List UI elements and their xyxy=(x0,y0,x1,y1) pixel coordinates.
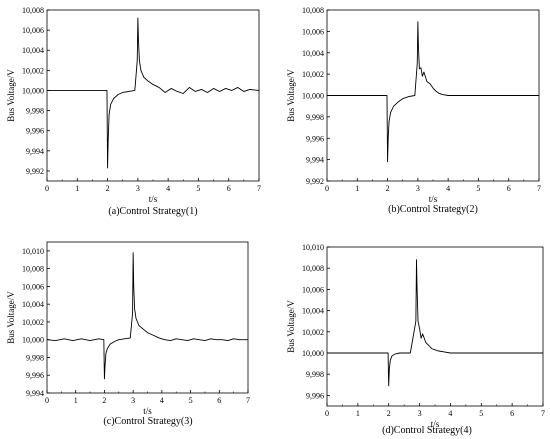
chart-caption-b: (b)Control Strategy(2) xyxy=(388,204,478,215)
chart-caption-a: (a)Control Strategy(1) xyxy=(108,206,198,217)
y-tick-label: 9,992 xyxy=(26,167,44,176)
chart-panel-b: 0 1 2 3 4 5 6 7 9,992 9,994 9,996 9,998 10,000 10,002… xyxy=(275,0,550,220)
y-tick-label: 10,000 xyxy=(302,349,324,358)
x-tick-label: 7 xyxy=(541,409,545,418)
chart-panel-c: 0 1 2 3 4 5 6 7 9,994 9,996 9,998 10,000 10,002 10,00… xyxy=(0,220,275,439)
y-tick-label: 9,998 xyxy=(26,353,44,362)
y-tick-label: 9,998 xyxy=(306,370,324,379)
x-tick-label: 4 xyxy=(448,409,452,418)
x-axis-title: t/s xyxy=(429,194,438,204)
x-tick-label: 6 xyxy=(227,184,231,193)
chart-caption-c: (c)Control Strategy(3) xyxy=(103,416,193,427)
x-tick-label: 0 xyxy=(325,409,329,418)
y-tick-label: 9,996 xyxy=(26,127,44,136)
y-tick-label: 9,994 xyxy=(26,389,44,398)
chart-svg-c: 0 1 2 3 4 5 6 7 9,994 9,996 9,998 10,000 10,002 10,00… xyxy=(6,241,250,416)
chart-svg-d: 0 1 2 3 4 5 6 7 9,996 9,998 10,000 10,002 10,004 10,0… xyxy=(286,243,545,429)
x-tick-label: 6 xyxy=(507,184,511,193)
x-axis-title: t/s xyxy=(149,194,158,204)
x-tick-label: 0 xyxy=(325,184,329,193)
y-tick-label: 9,992 xyxy=(306,177,324,186)
series-line xyxy=(327,21,539,163)
y-tick-label: 9,996 xyxy=(26,371,44,380)
y-tick-label: 10,004 xyxy=(302,49,324,58)
chart-svg-a: 0 1 2 3 4 5 6 7 9,992 9,994 9,996 9,998 10,000 10,002… xyxy=(6,6,261,204)
y-tick-label: 10,004 xyxy=(22,46,44,55)
x-axis-title: t/s xyxy=(431,419,440,429)
x-tick-label: 3 xyxy=(418,409,422,418)
y-axis-title: Bus Voltage/V xyxy=(6,69,16,122)
x-tick-label: 5 xyxy=(476,184,480,193)
x-tick-label: 0 xyxy=(45,184,49,193)
x-tick-label: 0 xyxy=(45,396,49,405)
y-axis-title: Bus Voltage/V xyxy=(6,291,16,344)
y-tick-label: 10,000 xyxy=(302,92,324,101)
x-tick-label: 4 xyxy=(166,184,170,193)
plot-frame xyxy=(46,9,260,182)
y-tick-label: 10,004 xyxy=(302,307,324,316)
chart-svg-b: 0 1 2 3 4 5 6 7 9,992 9,994 9,996 9,998 10,000 10,002… xyxy=(286,6,541,204)
x-tick-label: 6 xyxy=(510,409,514,418)
x-tick-label: 1 xyxy=(74,396,78,405)
y-tick-label: 10,008 xyxy=(302,264,324,273)
x-tick-label: 5 xyxy=(196,184,200,193)
x-tick-label: 3 xyxy=(131,396,135,405)
x-tick-label: 1 xyxy=(355,184,359,193)
y-tick-label: 10,010 xyxy=(22,247,44,256)
series-line xyxy=(47,17,260,169)
x-tick-label: 2 xyxy=(387,409,391,418)
y-tick-label: 9,996 xyxy=(306,391,324,400)
x-tick-label: 7 xyxy=(246,396,250,405)
chart-caption-d: (d)Control Strategy(4) xyxy=(382,425,472,436)
y-tick-label: 10,006 xyxy=(302,27,324,36)
y-tick-label: 10,008 xyxy=(22,6,44,15)
y-axis-title: Bus Voltage/V xyxy=(286,69,296,122)
x-tick-label: 5 xyxy=(479,409,483,418)
y-tick-label: 10,002 xyxy=(302,70,324,79)
y-tick-label: 10,002 xyxy=(22,66,44,75)
y-tick-label: 10,004 xyxy=(22,300,44,309)
y-tick-label: 10,006 xyxy=(22,282,44,291)
y-tick-label: 10,008 xyxy=(22,265,44,274)
x-tick-label: 6 xyxy=(217,396,221,405)
y-tick-label: 9,996 xyxy=(306,134,324,143)
x-tick-label: 5 xyxy=(189,396,193,405)
y-tick-label: 10,008 xyxy=(302,6,324,15)
y-tick-label: 10,000 xyxy=(22,336,44,345)
x-tick-label: 7 xyxy=(257,184,261,193)
chart-panel-d: 0 1 2 3 4 5 6 7 9,996 9,998 10,000 10,002 10,004 10,0… xyxy=(275,220,550,439)
y-axis-title: Bus Voltage/V xyxy=(286,300,296,353)
y-tick-label: 9,994 xyxy=(306,156,324,165)
chart-panel-a: 0 1 2 3 4 5 6 7 9,992 9,994 9,996 9,998 10,000 10,002… xyxy=(0,0,275,220)
x-tick-label: 4 xyxy=(446,184,450,193)
plot-frame xyxy=(326,246,544,407)
x-tick-label: 1 xyxy=(356,409,360,418)
x-tick-label: 2 xyxy=(102,396,106,405)
x-tick-label: 7 xyxy=(537,184,541,193)
y-tick-label: 10,002 xyxy=(302,328,324,337)
y-tick-label: 9,998 xyxy=(26,107,44,116)
y-tick-label: 10,006 xyxy=(22,26,44,35)
x-tick-label: 3 xyxy=(136,184,140,193)
x-axis-title: t/s xyxy=(143,406,152,416)
y-tick-label: 10,006 xyxy=(302,285,324,294)
x-tick-label: 4 xyxy=(160,396,164,405)
y-tick-label: 10,002 xyxy=(22,318,44,327)
series-line xyxy=(46,252,248,380)
y-tick-label: 9,994 xyxy=(26,147,44,156)
y-tick-label: 9,998 xyxy=(306,113,324,122)
y-tick-label: 10,010 xyxy=(302,243,324,252)
y-tick-label: 10,000 xyxy=(22,86,44,95)
x-tick-label: 2 xyxy=(386,184,390,193)
series-line xyxy=(327,259,543,387)
x-tick-label: 2 xyxy=(106,184,110,193)
x-tick-label: 1 xyxy=(75,184,79,193)
plot-frame xyxy=(46,241,249,394)
x-tick-label: 3 xyxy=(416,184,420,193)
